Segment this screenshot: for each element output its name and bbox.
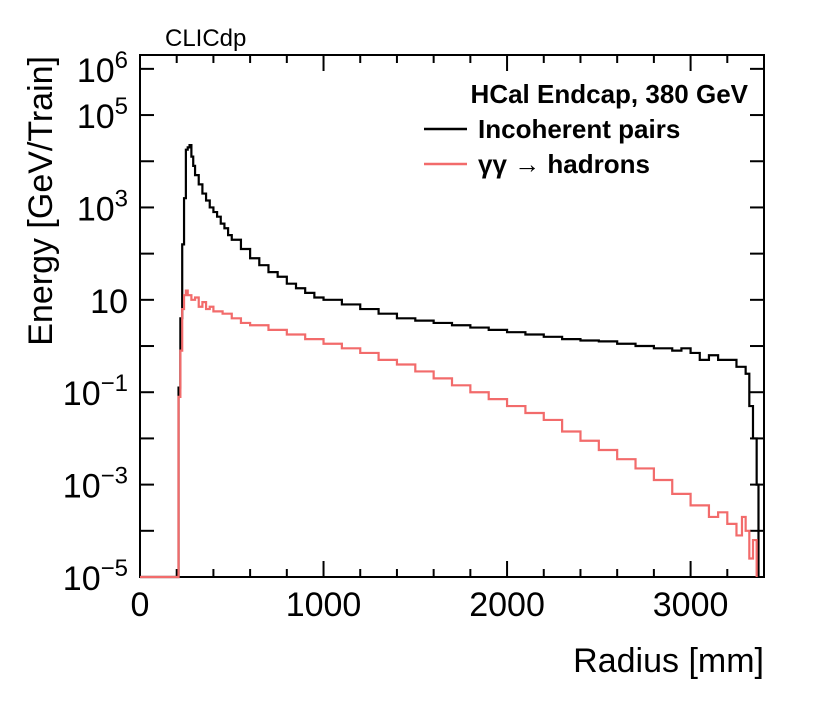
x-tick-label: 1000 [286,586,362,624]
legend: HCal Endcap, 380 GeV Incoherent pairs γγ… [424,79,749,179]
y-tick-label: 103 [77,185,128,228]
x-tick-label: 0 [131,586,150,624]
y-tick-label: 105 [77,93,128,136]
y-tick-label: 10−5 [63,555,128,598]
y-tick-label: 106 [77,47,128,90]
y-tick-label: 10−3 [63,463,128,506]
series-group [140,143,760,579]
y-tick-label: 10 [90,283,128,321]
legend-label-gammagamma-hadrons: γγ → hadrons [478,149,650,179]
y-axis-title: Energy [GeV/Train] [22,56,60,346]
legend-label-incoherent-pairs: Incoherent pairs [478,114,680,144]
series-gammagamma-hadrons [140,289,758,579]
x-tick-label: 3000 [653,586,729,624]
x-axis-ticks: 0 1000 2000 3000 [131,55,765,624]
legend-title: HCal Endcap, 380 GeV [471,79,749,109]
x-tick-label: 2000 [469,586,545,624]
y-tick-label: 10−1 [63,370,128,413]
series-incoherent-pairs [140,143,760,579]
plot-frame [139,54,765,578]
experiment-label: CLICdp [165,25,246,52]
x-axis-title: Radius [mm] [573,642,764,680]
